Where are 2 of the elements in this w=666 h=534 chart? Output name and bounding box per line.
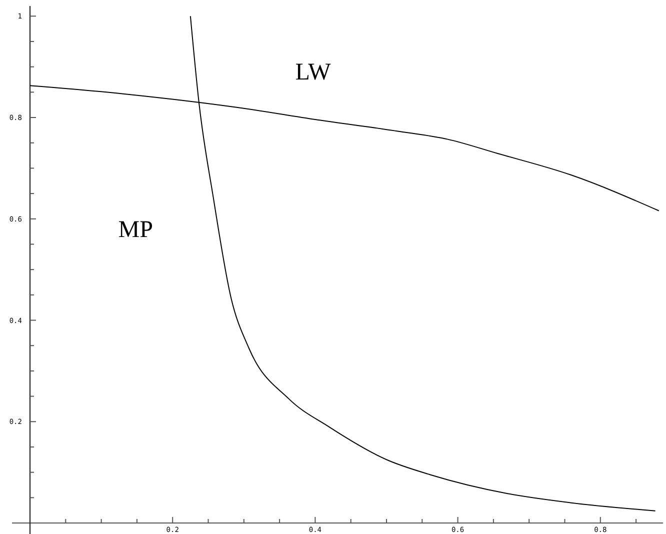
- series-label: LW: [295, 60, 332, 86]
- text: MP: [118, 217, 153, 244]
